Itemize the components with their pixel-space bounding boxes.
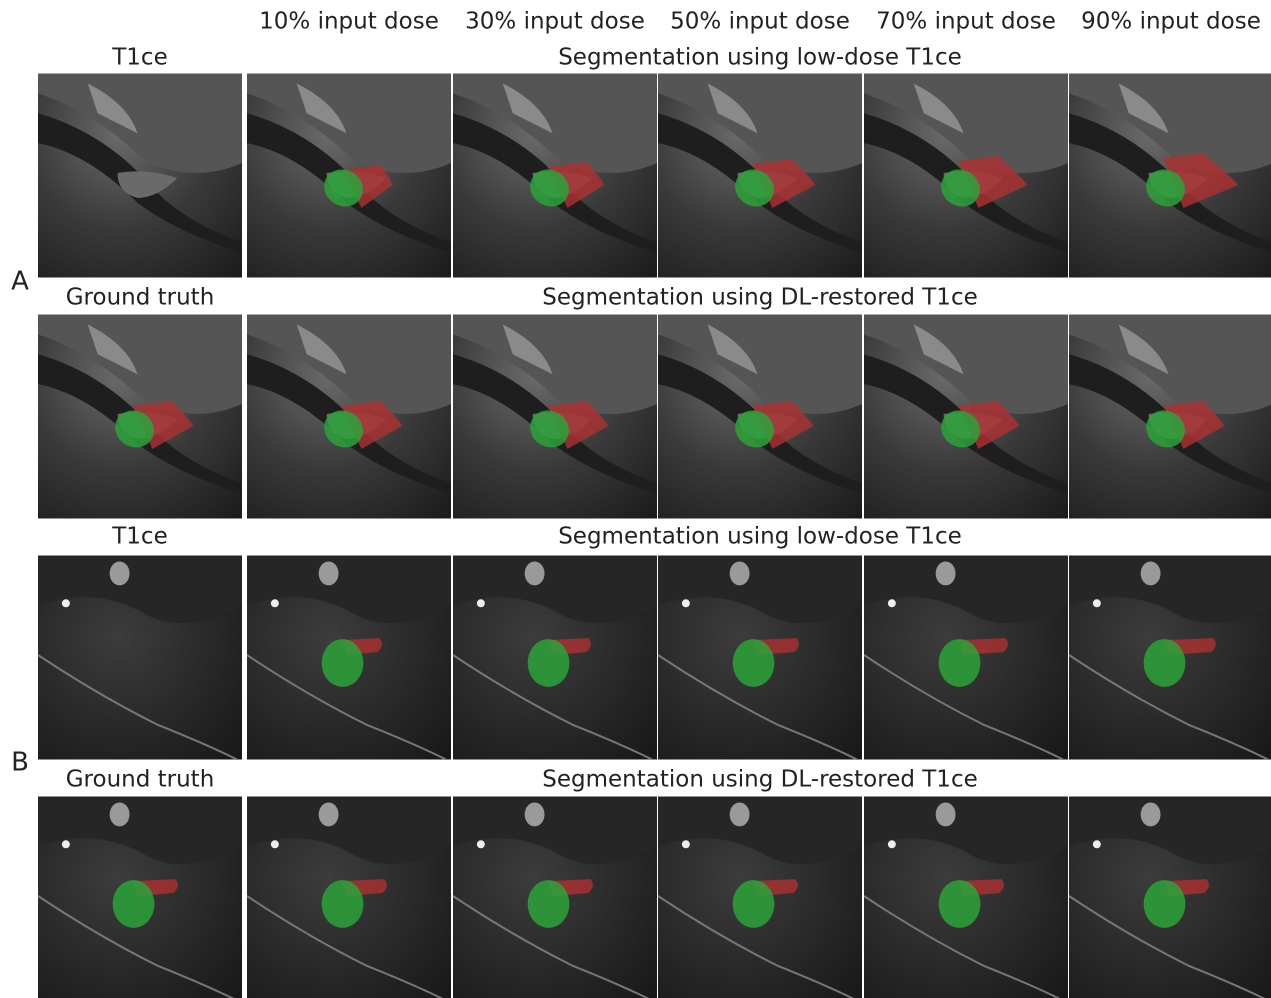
- row-label: T1ce: [111, 45, 167, 71]
- bright-dot: [888, 840, 896, 848]
- mri-image: [453, 74, 657, 278]
- bright-dot: [62, 840, 70, 848]
- span-label: Segmentation using DL-restored T1ce: [542, 285, 977, 311]
- bright-blob: [525, 561, 545, 585]
- span-label: Segmentation using DL-restored T1ce: [542, 767, 977, 793]
- segmentation-green: [1144, 880, 1186, 928]
- mri-image: [247, 797, 451, 998]
- mri-image: [453, 556, 657, 760]
- mri-image: [864, 797, 1068, 998]
- mri-image: [38, 74, 242, 278]
- row-label: Ground truth: [66, 767, 215, 793]
- column-header: 70% input dose: [876, 9, 1056, 35]
- mri-image: [1069, 74, 1271, 278]
- bright-blob: [319, 561, 339, 585]
- bright-dot: [888, 599, 896, 607]
- mri-image: [864, 315, 1068, 519]
- bright-blob: [525, 802, 545, 826]
- mri-image: [1069, 315, 1271, 519]
- bright-blob: [1141, 561, 1161, 585]
- mri-image: [864, 556, 1068, 760]
- mri-image: [247, 556, 451, 760]
- bright-blob: [110, 802, 130, 826]
- mri-image: [453, 797, 657, 998]
- mri-image: [1069, 556, 1271, 760]
- mri-image: [864, 74, 1068, 278]
- column-header: 30% input dose: [465, 9, 645, 35]
- mri-image: [658, 74, 862, 278]
- row-label: Ground truth: [66, 285, 215, 311]
- bright-blob: [1141, 802, 1161, 826]
- mri-image: [247, 74, 451, 278]
- bright-dot: [271, 840, 279, 848]
- mri-image: [38, 556, 242, 760]
- column-header: 90% input dose: [1081, 9, 1261, 35]
- bright-dot: [62, 599, 70, 607]
- segmentation-green: [733, 880, 775, 928]
- bright-dot: [682, 599, 690, 607]
- mri-image: [658, 556, 862, 760]
- segmentation-green: [939, 639, 981, 687]
- segmentation-green: [528, 880, 570, 928]
- panel-letter: A: [11, 267, 29, 297]
- bright-dot: [1093, 840, 1101, 848]
- bright-dot: [477, 840, 485, 848]
- span-label: Segmentation using low-dose T1ce: [558, 45, 962, 71]
- bright-dot: [1093, 599, 1101, 607]
- mri-image: [1069, 797, 1271, 998]
- column-header: 50% input dose: [670, 9, 850, 35]
- mri-image: [453, 315, 657, 519]
- segmentation-green: [1144, 639, 1186, 687]
- segmentation-green: [528, 639, 570, 687]
- bright-blob: [110, 561, 130, 585]
- bright-blob: [936, 802, 956, 826]
- span-label: Segmentation using low-dose T1ce: [558, 524, 962, 550]
- bright-dot: [682, 840, 690, 848]
- mri-image: [658, 797, 862, 998]
- segmentation-green: [322, 880, 364, 928]
- bright-blob: [319, 802, 339, 826]
- segmentation-green: [322, 639, 364, 687]
- column-header: 10% input dose: [259, 9, 439, 35]
- figure: 10% input dose 30% input dose 50% input do…: [0, 0, 1271, 998]
- bright-blob: [936, 561, 956, 585]
- bright-blob: [730, 561, 750, 585]
- segmentation-green: [113, 880, 155, 928]
- mri-image: [247, 315, 451, 519]
- segmentation-green: [939, 880, 981, 928]
- segmentation-green: [733, 639, 775, 687]
- row-label: T1ce: [111, 524, 167, 550]
- bright-dot: [477, 599, 485, 607]
- mri-image: [38, 797, 242, 998]
- panel-letter: B: [11, 748, 29, 778]
- mri-image: [38, 315, 242, 519]
- mri-image: [658, 315, 862, 519]
- bright-blob: [730, 802, 750, 826]
- bright-dot: [271, 599, 279, 607]
